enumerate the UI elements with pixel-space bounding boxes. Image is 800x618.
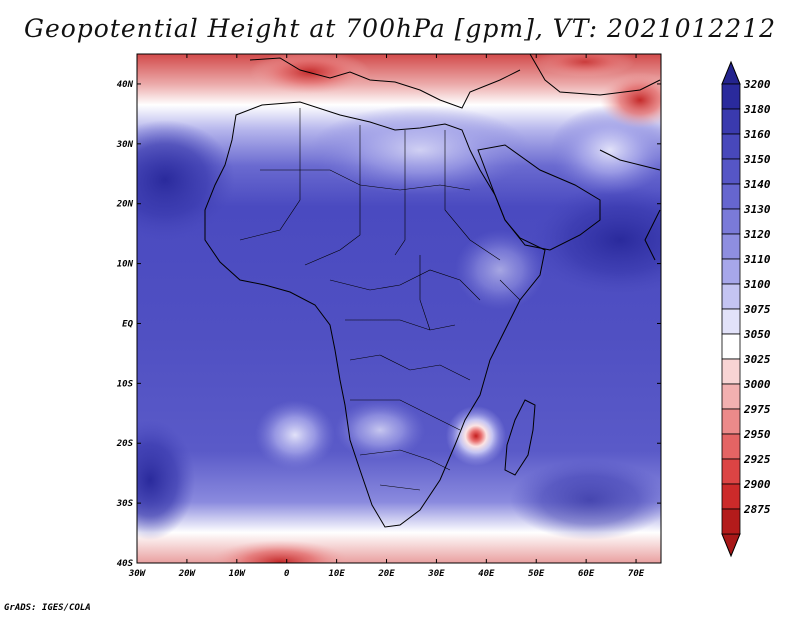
colorbar-swatch bbox=[721, 358, 741, 385]
colorbar-swatch bbox=[721, 283, 741, 310]
colorbar-label: 2925 bbox=[743, 453, 771, 466]
x-tick-label: 20E bbox=[377, 569, 395, 579]
colorbar-swatch bbox=[721, 258, 741, 285]
colorbar-swatch bbox=[721, 208, 741, 235]
colorbar-label: 2950 bbox=[743, 428, 771, 441]
y-tick-label: 40S bbox=[117, 559, 134, 569]
colorbar-swatch bbox=[721, 133, 741, 160]
y-tick-label: 20N bbox=[116, 200, 134, 210]
colorbar-swatch bbox=[721, 183, 741, 210]
colorbar-swatch bbox=[721, 408, 741, 435]
colorbar-label: 3160 bbox=[743, 128, 771, 141]
colorbar-label: 3110 bbox=[743, 253, 771, 266]
y-tick-label: 10S bbox=[117, 379, 134, 389]
x-tick-label: 30E bbox=[427, 569, 445, 579]
map-title: Geopotential Height at 700hPa [gpm], VT:… bbox=[23, 14, 777, 43]
colorbar-label: 3130 bbox=[743, 203, 771, 216]
colorbar-swatch bbox=[721, 108, 741, 135]
y-tick-label: 20S bbox=[116, 439, 134, 449]
colorbar-swatch bbox=[721, 158, 741, 185]
colorbar: 3200 3180 3160 3150 3140 3130 3120 3110 3100 3075… bbox=[721, 60, 771, 558]
colorbar-swatch bbox=[721, 233, 741, 260]
colorbar-label: 3100 bbox=[743, 278, 771, 291]
x-tick-label: 0 bbox=[284, 569, 290, 579]
y-tick-label: 30N bbox=[116, 140, 134, 150]
colorbar-label: 2875 bbox=[743, 503, 771, 516]
y-tick-label: 40N bbox=[117, 80, 134, 90]
y-tick-label: 10N bbox=[117, 260, 134, 270]
colorbar-label: 2900 bbox=[743, 478, 771, 491]
colorbar-label: 3140 bbox=[743, 178, 771, 191]
colorbar-swatch bbox=[721, 83, 741, 110]
x-tick-label: 20W bbox=[178, 569, 197, 579]
shaded-field bbox=[137, 54, 661, 563]
colorbar-swatch bbox=[721, 308, 741, 335]
x-tick-label: 40E bbox=[478, 569, 495, 579]
colorbar-swatch bbox=[721, 508, 741, 535]
map-axes: 30W 20W 10W 0 10E 20E 30E 40E 50E 60E 70E 40N 30N 20N… bbox=[116, 54, 661, 579]
colorbar-swatch bbox=[721, 483, 741, 510]
plot-frame bbox=[136, 53, 662, 564]
x-tick-label: 10W bbox=[229, 569, 247, 579]
colorbar-swatch bbox=[721, 433, 741, 460]
coastlines bbox=[204, 54, 661, 528]
colorbar-label: 2975 bbox=[743, 403, 771, 416]
colorbar-label: 3150 bbox=[743, 153, 771, 166]
colorbar-bottom-arrow bbox=[721, 533, 741, 558]
x-tick-label: 10E bbox=[328, 569, 345, 579]
x-tick-label: 70E bbox=[628, 569, 645, 579]
credit-label: GrADS: IGES/COLA bbox=[4, 603, 91, 613]
y-tick-label: 30S bbox=[116, 499, 134, 509]
x-tick-label: 50E bbox=[528, 569, 545, 579]
colorbar-label: 3120 bbox=[743, 228, 771, 241]
country-borders bbox=[239, 108, 521, 491]
colorbar-label: 3050 bbox=[743, 328, 771, 341]
colorbar-top-arrow bbox=[721, 60, 741, 85]
colorbar-swatch bbox=[721, 333, 741, 360]
colorbar-label: 3025 bbox=[743, 353, 771, 366]
colorbar-label: 3180 bbox=[743, 103, 771, 116]
x-tick-label: 30W bbox=[128, 569, 147, 579]
colorbar-swatch bbox=[721, 458, 741, 485]
colorbar-swatch bbox=[721, 383, 741, 410]
x-tick-label: 60E bbox=[578, 569, 595, 579]
y-tick-label: EQ bbox=[122, 319, 133, 329]
colorbar-label: 3200 bbox=[743, 78, 771, 91]
colorbar-label: 3075 bbox=[743, 303, 771, 316]
colorbar-label: 3000 bbox=[743, 378, 771, 391]
